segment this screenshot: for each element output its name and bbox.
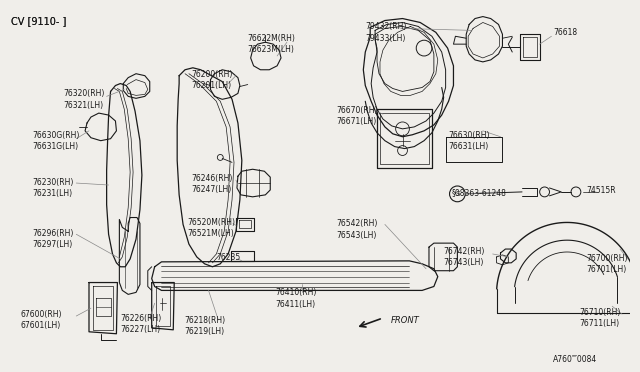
Text: 76742(RH)
76743(LH): 76742(RH) 76743(LH) (444, 247, 485, 267)
Text: 76218(RH)
76219(LH): 76218(RH) 76219(LH) (184, 316, 225, 336)
Text: 76226(RH)
76227(LH): 76226(RH) 76227(LH) (120, 314, 161, 334)
Text: FRONT: FRONT (391, 316, 419, 325)
Text: 76670(RH)
76671(LH): 76670(RH) 76671(LH) (336, 106, 378, 126)
Text: 67600(RH)
67601(LH): 67600(RH) 67601(LH) (20, 310, 62, 330)
Text: 79432(RH)
79433(LH): 79432(RH) 79433(LH) (365, 22, 406, 42)
Text: 76230(RH)
76231(LH): 76230(RH) 76231(LH) (32, 178, 74, 198)
Text: 76622M(RH)
76623M(LH): 76622M(RH) 76623M(LH) (248, 34, 296, 54)
Text: CV [9110- ]: CV [9110- ] (11, 17, 66, 26)
Text: A760⁗0084: A760⁗0084 (554, 355, 598, 365)
Text: 76700(RH)
76701(LH): 76700(RH) 76701(LH) (587, 254, 628, 274)
Text: 76410(RH)
76411(LH): 76410(RH) 76411(LH) (275, 288, 317, 308)
Text: 76235: 76235 (216, 253, 241, 262)
Text: §08363-61248: §08363-61248 (451, 188, 506, 197)
Text: 76710(RH)
76711(LH): 76710(RH) 76711(LH) (579, 308, 620, 328)
Text: 76320(RH)
76321(LH): 76320(RH) 76321(LH) (63, 89, 105, 110)
Text: 74515R: 74515R (587, 186, 616, 195)
Text: CV [9110- ]: CV [9110- ] (11, 17, 66, 26)
Text: 76630(RH)
76631(LH): 76630(RH) 76631(LH) (449, 131, 490, 151)
Text: 76630G(RH)
76631G(LH): 76630G(RH) 76631G(LH) (32, 131, 79, 151)
Text: 76520M(RH)
76521M(LH): 76520M(RH) 76521M(LH) (187, 218, 235, 238)
Text: 76246(RH)
76247(LH): 76246(RH) 76247(LH) (191, 174, 232, 194)
Text: 76618: 76618 (554, 28, 577, 38)
Text: S: S (455, 191, 460, 197)
Text: 76296(RH)
76297(LH): 76296(RH) 76297(LH) (32, 230, 74, 250)
Text: 76542(RH)
76543(LH): 76542(RH) 76543(LH) (336, 219, 377, 240)
Text: 76200(RH)
76201(LH): 76200(RH) 76201(LH) (191, 70, 232, 90)
